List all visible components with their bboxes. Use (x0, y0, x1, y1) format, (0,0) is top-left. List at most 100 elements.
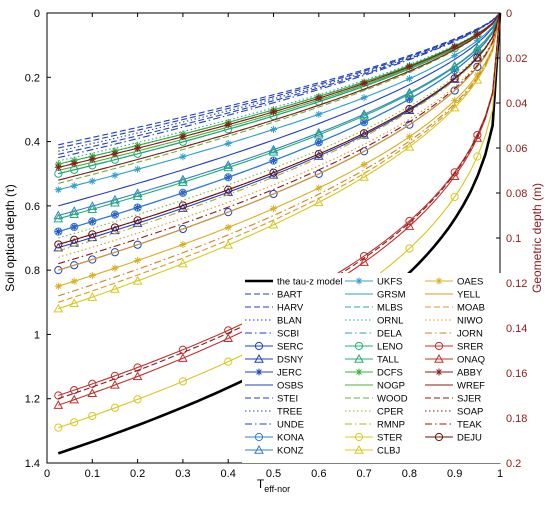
data-point (270, 108, 277, 116)
data-point (405, 133, 413, 141)
legend-marker (354, 444, 364, 454)
data-point (473, 53, 482, 62)
legend-entry: GRSM (345, 290, 406, 301)
data-point (132, 191, 143, 200)
legend-entry: SCBI (245, 329, 299, 340)
data-point (473, 71, 481, 79)
legend-marker (255, 368, 263, 376)
x-tick-label: 0.6 (311, 468, 326, 480)
legend-label: DSNY (277, 355, 304, 366)
legend-entry: SJER (425, 394, 481, 405)
right-y-tick-label: 0.2 (506, 458, 521, 470)
data-point (54, 227, 63, 236)
data-point (268, 219, 279, 229)
legend-label: STEI (277, 394, 298, 405)
data-point (54, 266, 63, 275)
data-point (178, 224, 187, 234)
data-point (405, 244, 414, 253)
legend-entry: KONZ (245, 444, 304, 457)
data-point (179, 241, 187, 248)
legend-marker (434, 341, 444, 351)
data-point (450, 192, 459, 201)
data-point (133, 216, 142, 225)
data-point (472, 133, 483, 142)
legend-entry: NIWO (425, 316, 483, 327)
data-point (179, 153, 187, 161)
data-point (224, 208, 233, 217)
data-point (360, 79, 368, 87)
data-point (88, 379, 97, 389)
x-tick-label: 0.7 (356, 468, 371, 480)
data-point (70, 418, 79, 427)
data-point (449, 61, 460, 71)
data-point (110, 197, 120, 207)
data-point (133, 395, 142, 404)
series-line (58, 12, 501, 245)
legend-label: UNDE (277, 420, 304, 431)
legend-marker (355, 368, 363, 376)
series-line (58, 12, 501, 233)
data-point (88, 217, 97, 226)
legend-label: BLAN (277, 316, 302, 327)
legend-entry: UKFS (345, 277, 402, 288)
legend-label: the tau-z model (277, 277, 342, 288)
data-point (133, 240, 142, 249)
legend-entry: HARV (245, 303, 304, 314)
legend-marker (254, 432, 264, 442)
y-axis-label-right: Geometric depth (m) (530, 183, 544, 293)
legend-entry: ORNL (345, 316, 403, 327)
data-point (405, 104, 414, 114)
right-y-tick-label: 0.06 (506, 143, 527, 155)
legend-entry: DSNY (245, 353, 304, 366)
legend-marker (355, 277, 363, 285)
y-tick-label: 0 (34, 8, 40, 20)
data-point (87, 388, 98, 397)
y-tick-label: 0.4 (25, 137, 40, 149)
x-axis-label: Teff-nor (257, 477, 290, 494)
data-point (110, 379, 120, 389)
series-cper (58, 12, 501, 239)
legend-label: CLBJ (377, 446, 400, 457)
data-point (404, 141, 415, 151)
legend-entry: WREF (425, 381, 485, 392)
x-tick-label: 0 (44, 468, 50, 480)
legend-entry: DEJU (425, 433, 482, 444)
legend-entry: DELA (345, 329, 402, 340)
series-line (58, 12, 501, 258)
legend-label: ORNL (377, 316, 403, 327)
legend-label: TALL (377, 355, 399, 366)
series-unde (58, 12, 501, 159)
series-line (58, 12, 501, 310)
legend-entry: OSBS (245, 381, 303, 392)
data-point (54, 240, 63, 249)
data-point (54, 282, 62, 290)
data-point (54, 186, 62, 194)
data-point (111, 171, 119, 179)
legend-entry: STER (345, 433, 402, 444)
right-y-tick-label: 0.1 (506, 233, 521, 245)
legend-label: ABBY (457, 368, 483, 379)
legend-label: SRER (457, 342, 484, 353)
series-stei (58, 12, 501, 146)
x-tick-label: 0.3 (175, 468, 190, 480)
series-line (58, 12, 501, 168)
data-point (178, 377, 187, 386)
series-jorn (58, 12, 501, 297)
data-point (70, 235, 79, 244)
data-point (451, 43, 459, 51)
data-point (405, 216, 414, 226)
data-point (110, 403, 120, 412)
legend-entry: SRER (425, 342, 484, 353)
data-point (223, 160, 234, 169)
series-line (58, 12, 501, 165)
data-point (87, 292, 98, 301)
legend-label: KONZ (277, 446, 304, 457)
data-point (359, 109, 369, 118)
data-point (360, 251, 369, 261)
x-tick-label: 0.5 (266, 468, 281, 480)
series-line (58, 12, 501, 249)
data-point (269, 189, 278, 199)
series-tall (53, 12, 501, 223)
legend-marker (254, 341, 264, 351)
data-point (224, 121, 232, 129)
